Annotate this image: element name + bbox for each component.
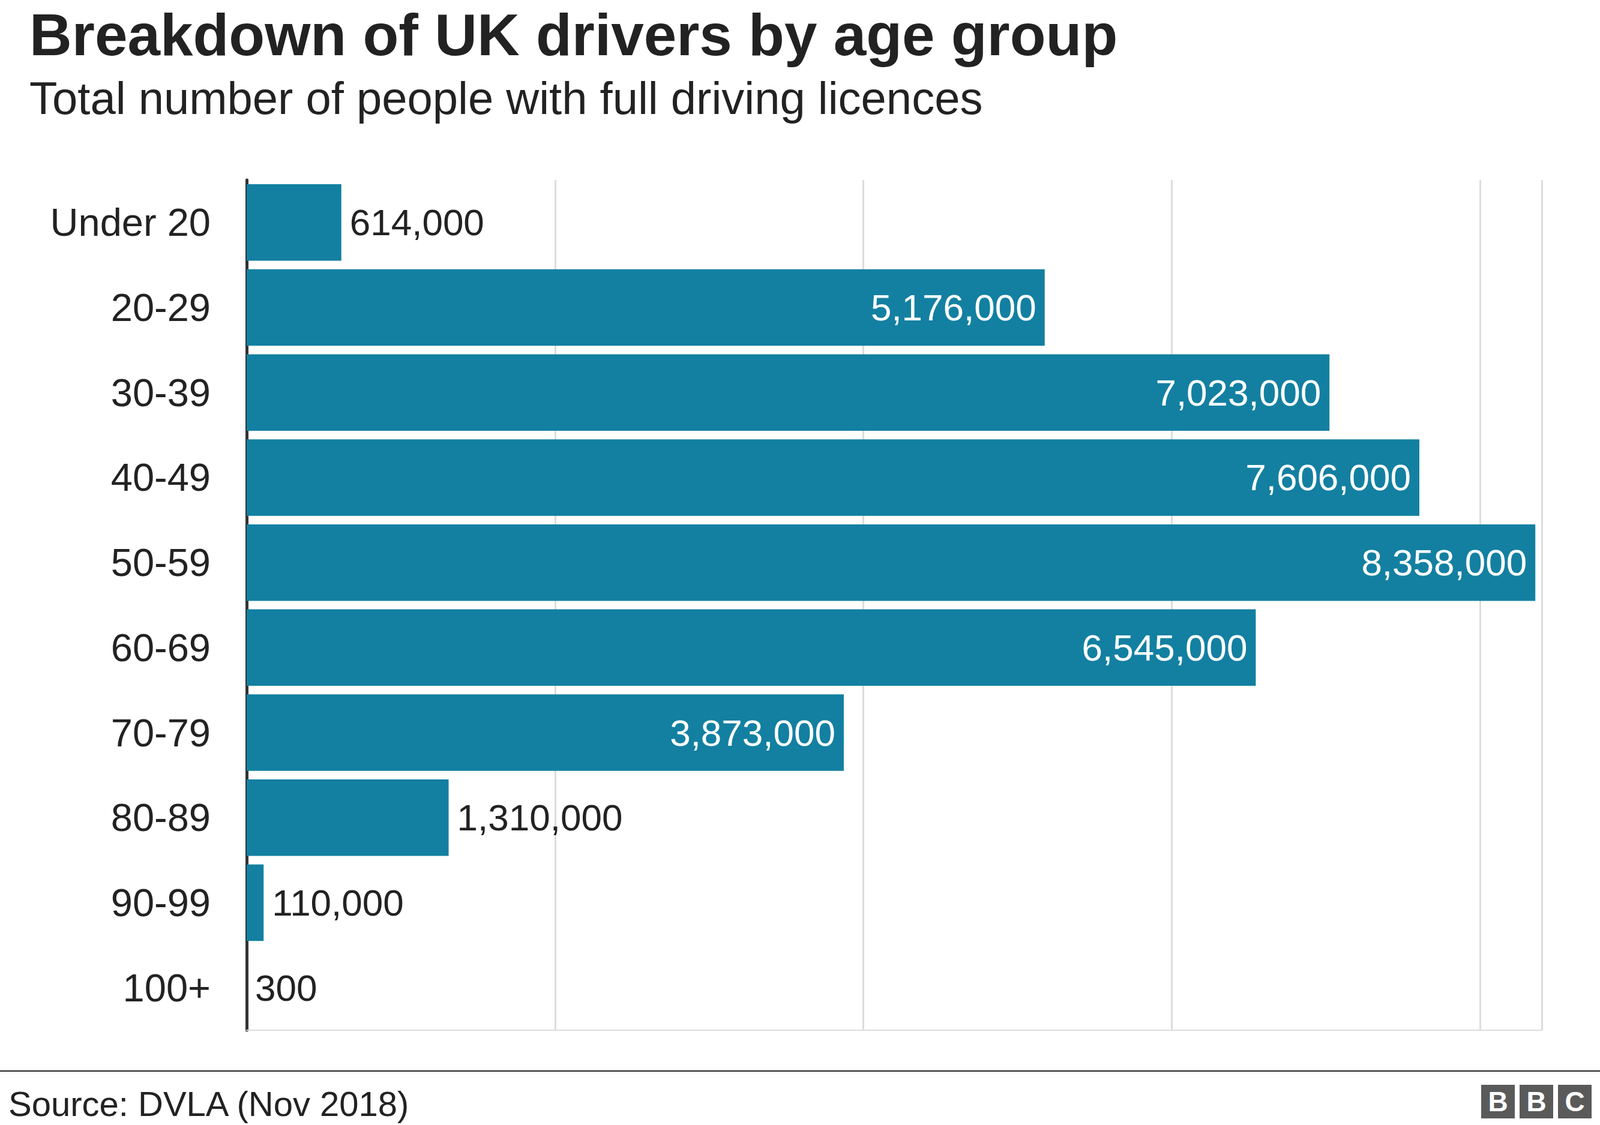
svg-text:Breakdown of UK drivers by age: Breakdown of UK drivers by age group	[29, 1, 1118, 68]
html-text:Source: DVLA (Nov 2018): Source: DVLA (Nov 2018)	[8, 1084, 409, 1124]
svg-text:70-79: 70-79	[111, 711, 211, 755]
svg-text:1,310,000: 1,310,000	[457, 796, 623, 839]
svg-text:Under 20: Under 20	[50, 200, 211, 245]
svg-text:7,023,000: 7,023,000	[1155, 372, 1321, 414]
svg-text:80-89: 80-89	[111, 795, 211, 840]
svg-text:8,358,000: 8,358,000	[1361, 541, 1527, 584]
svg-text:6,545,000: 6,545,000	[1082, 627, 1248, 669]
svg-text:90-99: 90-99	[111, 881, 211, 925]
svg-text:3,873,000: 3,873,000	[669, 712, 836, 754]
svg-text:614,000: 614,000	[349, 201, 485, 244]
svg-text:60-69: 60-69	[111, 625, 211, 670]
html-text:B: B	[1488, 1086, 1508, 1118]
svg-text:100+: 100+	[123, 966, 211, 1011]
html-text:B: B	[1526, 1086, 1547, 1118]
svg-text:30-39: 30-39	[111, 370, 211, 415]
svg-text:110,000: 110,000	[271, 882, 404, 924]
svg-text:20-29: 20-29	[111, 285, 211, 330]
svg-text:40-49: 40-49	[111, 455, 211, 500]
svg-text:7,606,000: 7,606,000	[1245, 456, 1411, 499]
html-text:C: C	[1564, 1086, 1585, 1118]
svg-text:300: 300	[255, 967, 317, 1009]
svg-text:Total number of people with fu: Total number of people with full driving…	[29, 72, 983, 124]
svg-text:50-59: 50-59	[111, 540, 211, 585]
svg-text:5,176,000: 5,176,000	[870, 286, 1037, 329]
